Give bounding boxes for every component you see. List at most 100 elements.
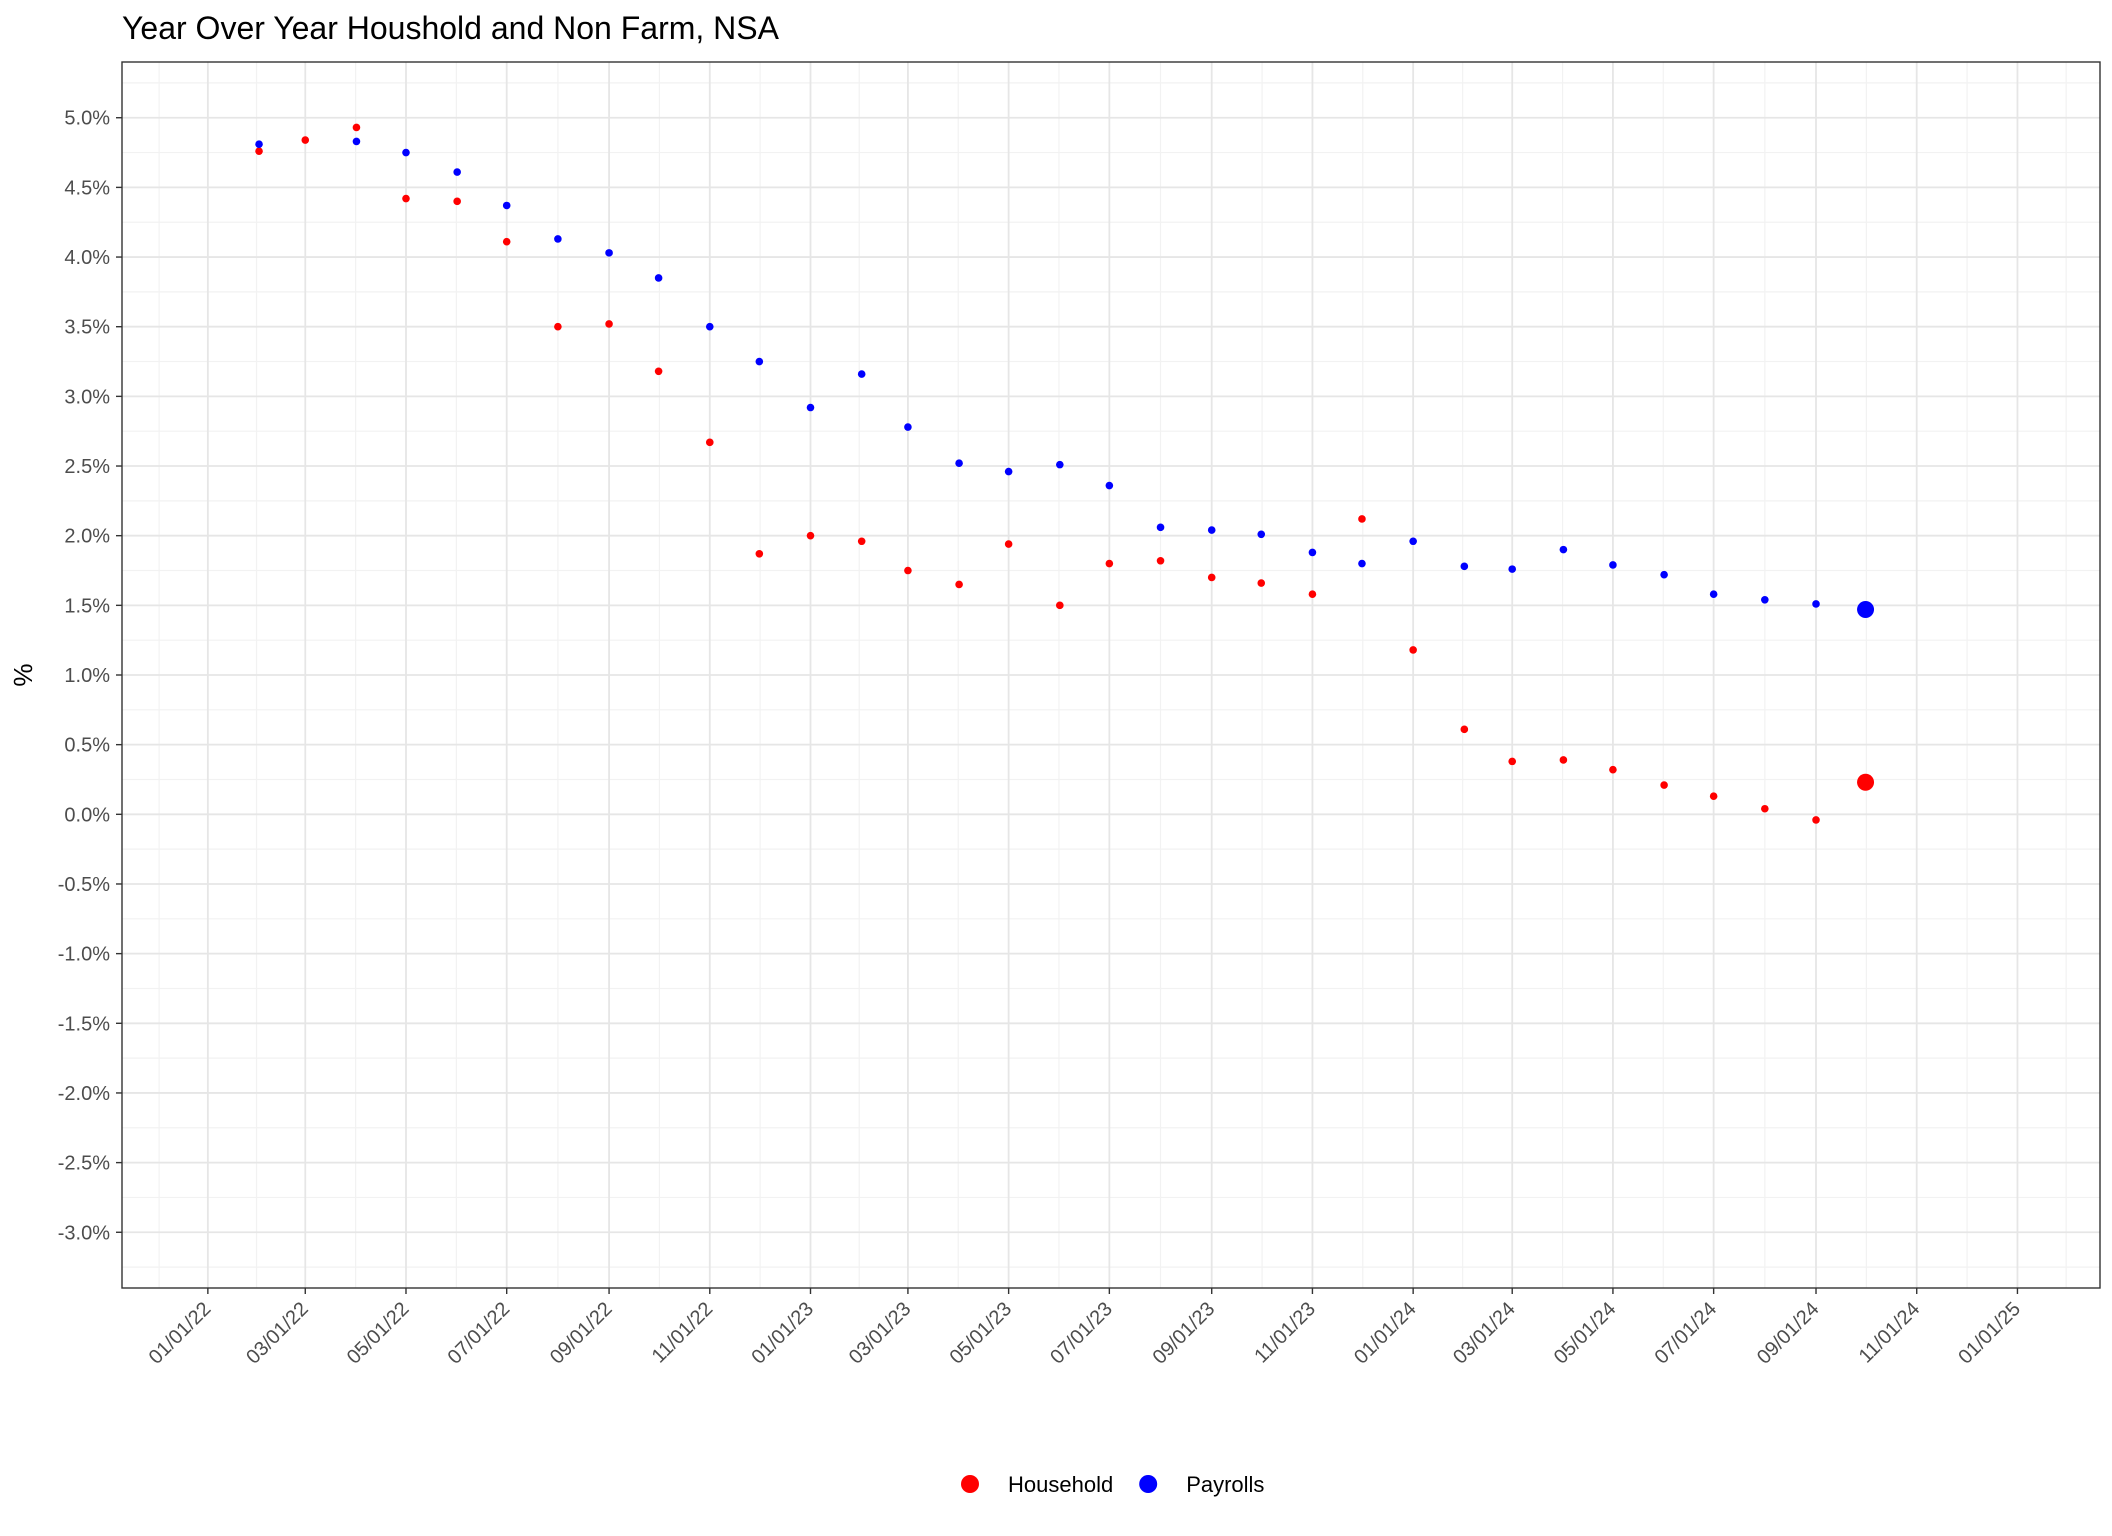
y-tick-label: 1.0%: [64, 665, 110, 687]
household-point: [605, 320, 613, 328]
payrolls-point: [1559, 545, 1568, 554]
y-tick-label: -1.5%: [58, 1013, 110, 1035]
y-tick-label: 2.5%: [64, 456, 110, 478]
legend-label: Payrolls: [1186, 1472, 1264, 1497]
chart-title: Year Over Year Houshold and Non Farm, NS…: [122, 10, 779, 46]
legend-label: Household: [1008, 1472, 1113, 1497]
x-tick-label: 05/01/24: [1550, 1298, 1621, 1369]
y-tick-label: 4.0%: [64, 247, 110, 269]
x-tick-label: 09/01/23: [1149, 1298, 1220, 1369]
y-tick-label: 2.0%: [64, 526, 110, 548]
payrolls-point: [1358, 559, 1366, 568]
payrolls-point: [1761, 595, 1769, 604]
payrolls-point: [255, 140, 263, 148]
x-tick-label: 03/01/24: [1449, 1298, 1520, 1369]
household-point: [904, 566, 912, 575]
household-point: [1004, 540, 1013, 548]
household-point: [806, 531, 815, 540]
household-point: [352, 123, 361, 132]
legend-key-household: [961, 1475, 979, 1493]
x-tick-label: 03/01/22: [242, 1298, 313, 1369]
payrolls-point: [502, 201, 511, 210]
legend-item-payrolls: Payrolls: [1139, 1472, 1264, 1497]
payrolls-point: [554, 235, 562, 243]
household-point: [755, 549, 764, 558]
payrolls-point: [1156, 523, 1165, 532]
household-point: [1660, 781, 1668, 789]
payrolls-point: [904, 423, 912, 431]
household-point: [402, 194, 410, 203]
x-tick-label: 05/01/23: [946, 1298, 1017, 1369]
x-tick-label: 07/01/23: [1046, 1298, 1117, 1369]
x-tick-label: 11/01/23: [1250, 1298, 1320, 1368]
y-tick-label: 0.0%: [64, 804, 110, 826]
payrolls-point: [402, 148, 410, 157]
legend: Household Payrolls: [961, 1472, 1264, 1497]
household-point: [1156, 556, 1165, 565]
household-point: [502, 237, 511, 246]
legend-item-household: Household: [961, 1472, 1113, 1497]
grid: [122, 62, 2100, 1288]
data-points: [255, 123, 1875, 824]
payrolls-point: [1257, 530, 1266, 539]
payrolls-point: [1056, 460, 1064, 469]
y-tick-label: 4.5%: [64, 177, 110, 199]
payrolls-point: [1857, 601, 1875, 619]
y-tick-label: -1.0%: [58, 944, 110, 966]
household-point: [955, 580, 963, 589]
payrolls-point: [1105, 481, 1114, 490]
x-tick-label: 01/01/24: [1350, 1298, 1421, 1369]
y-tick-label: -2.5%: [58, 1153, 110, 1175]
household-point: [857, 537, 866, 546]
x-tick-label: 03/01/23: [845, 1298, 916, 1369]
x-tick-label: 11/01/24: [1855, 1298, 1925, 1368]
y-tick-label: 1.5%: [64, 595, 110, 617]
household-point: [1508, 757, 1517, 766]
x-tick-label: 09/01/22: [546, 1298, 617, 1369]
legend-key-payrolls: [1139, 1475, 1158, 1493]
payrolls-point: [755, 357, 764, 366]
household-point: [1812, 816, 1820, 824]
payrolls-point: [605, 249, 613, 257]
household-point: [301, 136, 310, 144]
payrolls-point: [654, 274, 663, 282]
household-point: [1358, 515, 1366, 523]
household-point: [554, 322, 562, 331]
payrolls-point: [1812, 600, 1820, 608]
household-point: [654, 367, 663, 376]
x-tick-label: 05/01/22: [343, 1298, 414, 1369]
payrolls-point: [1460, 562, 1469, 571]
x-tick-label: 01/01/23: [747, 1298, 818, 1369]
x-tick-label: 01/01/22: [145, 1298, 216, 1369]
y-tick-label: 3.0%: [64, 386, 110, 408]
payrolls-point: [453, 168, 461, 176]
payrolls-point: [1709, 590, 1718, 598]
household-point: [705, 438, 714, 447]
household-point: [1409, 646, 1417, 654]
payrolls-point: [705, 322, 714, 331]
household-point: [1105, 559, 1114, 568]
x-tick-label: 09/01/24: [1753, 1298, 1824, 1369]
y-tick-label: 3.5%: [64, 317, 110, 339]
x-tick-label: 07/01/22: [444, 1298, 515, 1369]
household-point: [1761, 804, 1769, 813]
payrolls-point: [1004, 467, 1013, 476]
payrolls-point: [955, 459, 963, 468]
x-tick-label: 11/01/22: [648, 1298, 718, 1368]
household-point: [1559, 756, 1568, 764]
x-tick-label: 01/01/25: [1954, 1298, 2025, 1369]
payrolls-point: [1308, 548, 1317, 557]
axes: 5.0% 4.5% 4.0% 3.5% 3.0% 2.5% 2.0% 1.5% 1.0% 0.5%…: [58, 61, 2101, 1369]
payrolls-point: [1660, 570, 1668, 579]
household-point: [1207, 573, 1216, 582]
y-tick-label: -3.0%: [58, 1222, 110, 1244]
y-tick-label: -0.5%: [58, 874, 110, 896]
y-tick-label: -2.0%: [58, 1083, 110, 1105]
payrolls-point: [1207, 526, 1216, 534]
payrolls-point: [806, 403, 815, 412]
household-point: [1609, 765, 1617, 774]
household-point: [1709, 792, 1718, 801]
payrolls-point: [857, 370, 866, 378]
payrolls-point: [352, 137, 361, 146]
